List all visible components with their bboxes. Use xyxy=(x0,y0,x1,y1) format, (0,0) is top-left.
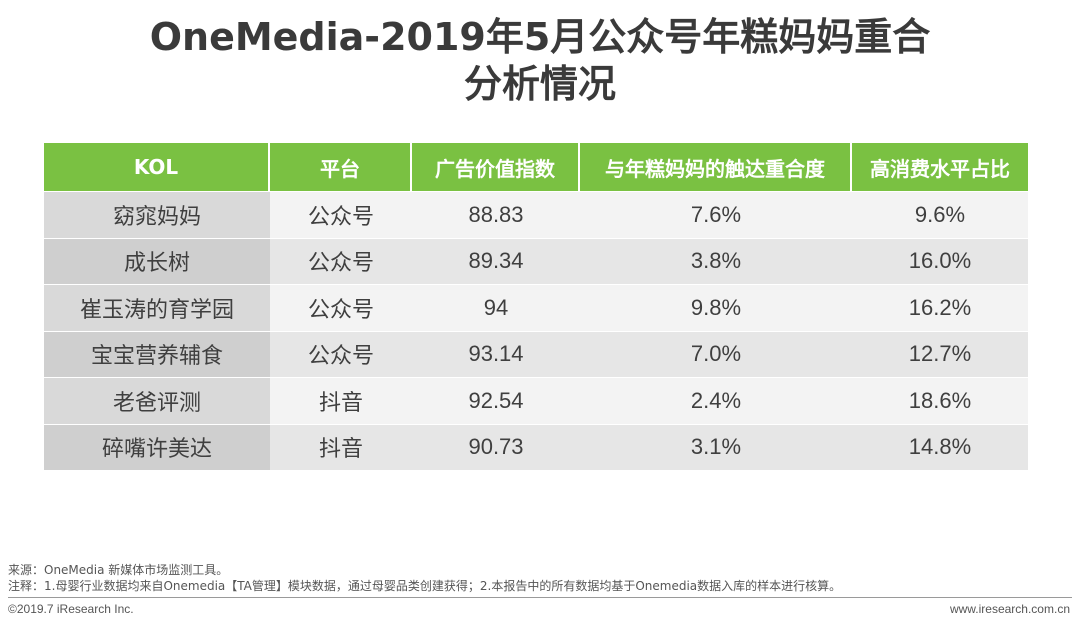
header-platform: 平台 xyxy=(270,143,412,191)
cell-kol: 碎嘴许美达 xyxy=(44,423,270,470)
footer-divider xyxy=(8,597,1072,598)
table-row: 老爸评测 抖音 92.54 2.4% 18.6% xyxy=(44,377,1028,424)
cell-high-consumption-ratio: 16.0% xyxy=(852,237,1028,284)
cell-platform: 公众号 xyxy=(270,191,412,238)
cell-kol: 宝宝营养辅食 xyxy=(44,330,270,377)
cell-kol: 崔玉涛的育学园 xyxy=(44,284,270,331)
cell-ad-value-index: 88.83 xyxy=(412,191,580,238)
cell-ad-value-index: 93.14 xyxy=(412,330,580,377)
cell-ad-value-index: 92.54 xyxy=(412,377,580,424)
cell-high-consumption-ratio: 14.8% xyxy=(852,423,1028,470)
cell-reach-overlap: 9.8% xyxy=(580,284,852,331)
cell-kol: 老爸评测 xyxy=(44,377,270,424)
page-title: OneMedia-2019年5月公众号年糕妈妈重合 分析情况 xyxy=(0,14,1080,108)
header-ad-value-index: 广告价值指数 xyxy=(412,143,580,191)
footnotes: 来源：OneMedia 新媒体市场监测工具。 注释：1.母婴行业数据均来自One… xyxy=(8,562,841,594)
cell-platform: 公众号 xyxy=(270,330,412,377)
cell-reach-overlap: 3.8% xyxy=(580,237,852,284)
page-title-line-1: OneMedia-2019年5月公众号年糕妈妈重合 xyxy=(149,15,931,59)
copyright-text: ©2019.7 iResearch Inc. xyxy=(8,602,134,616)
page-title-line-2: 分析情况 xyxy=(463,62,616,106)
kol-overlap-table: KOL 平台 广告价值指数 与年糕妈妈的触达重合度 高消费水平占比 窈窕妈妈 公… xyxy=(44,143,1028,470)
header-high-consumption-ratio: 高消费水平占比 xyxy=(852,143,1028,191)
annotation-note: 注释：1.母婴行业数据均来自Onemedia【TA管理】模块数据，通过母婴品类创… xyxy=(8,579,842,593)
cell-reach-overlap: 3.1% xyxy=(580,423,852,470)
cell-high-consumption-ratio: 12.7% xyxy=(852,330,1028,377)
table-row: 崔玉涛的育学园 公众号 94 9.8% 16.2% xyxy=(44,284,1028,331)
cell-reach-overlap: 7.6% xyxy=(580,191,852,238)
cell-platform: 公众号 xyxy=(270,237,412,284)
cell-high-consumption-ratio: 16.2% xyxy=(852,284,1028,331)
website-link[interactable]: www.iresearch.com.cn xyxy=(949,602,1070,616)
cell-platform: 抖音 xyxy=(270,423,412,470)
table-row: 碎嘴许美达 抖音 90.73 3.1% 14.8% xyxy=(44,423,1028,470)
cell-high-consumption-ratio: 18.6% xyxy=(852,377,1028,424)
header-reach-overlap: 与年糕妈妈的触达重合度 xyxy=(580,143,852,191)
table-header-row: KOL 平台 广告价值指数 与年糕妈妈的触达重合度 高消费水平占比 xyxy=(44,143,1028,191)
cell-platform: 抖音 xyxy=(270,377,412,424)
table-row: 窈窕妈妈 公众号 88.83 7.6% 9.6% xyxy=(44,191,1028,238)
cell-platform: 公众号 xyxy=(270,284,412,331)
source-note: 来源：OneMedia 新媒体市场监测工具。 xyxy=(8,563,229,577)
cell-reach-overlap: 2.4% xyxy=(580,377,852,424)
cell-kol: 窈窕妈妈 xyxy=(44,191,270,238)
cell-kol: 成长树 xyxy=(44,237,270,284)
table-row: 成长树 公众号 89.34 3.8% 16.0% xyxy=(44,237,1028,284)
cell-reach-overlap: 7.0% xyxy=(580,330,852,377)
cell-ad-value-index: 89.34 xyxy=(412,237,580,284)
cell-high-consumption-ratio: 9.6% xyxy=(852,191,1028,238)
cell-ad-value-index: 90.73 xyxy=(412,423,580,470)
cell-ad-value-index: 94 xyxy=(412,284,580,331)
table-row: 宝宝营养辅食 公众号 93.14 7.0% 12.7% xyxy=(44,330,1028,377)
header-kol: KOL xyxy=(44,143,270,191)
